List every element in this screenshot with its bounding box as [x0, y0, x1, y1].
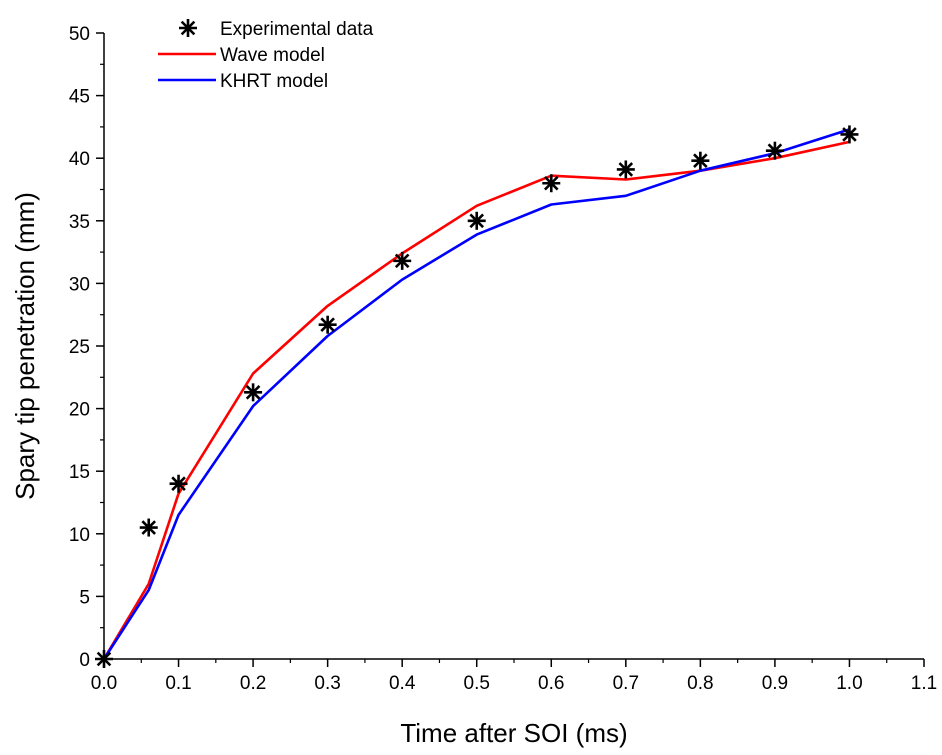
data-point [691, 151, 710, 170]
y-tick-label: 10 [69, 525, 90, 546]
asterisk-stroke [171, 476, 186, 492]
data-point [95, 650, 113, 668]
legend: Experimental data Wave model KHRT model [158, 19, 374, 92]
y-tick-label: 50 [69, 24, 90, 45]
series-layer [95, 125, 859, 668]
asterisk-stroke [141, 520, 157, 535]
data-point [318, 315, 337, 334]
x-tick-label: 0.1 [165, 673, 191, 694]
legend-item: Experimental data [179, 19, 374, 40]
legend-item: KHRT model [158, 71, 328, 92]
asterisk-stroke [543, 175, 559, 191]
data-point [244, 383, 263, 402]
x-tick-label: 0.6 [538, 673, 564, 694]
x-tick-label: 0.4 [389, 673, 416, 694]
y-tick-label: 45 [69, 87, 90, 108]
asterisk-stroke [394, 253, 410, 269]
x-tick-label: 0.2 [240, 673, 266, 694]
asterisk-stroke [245, 385, 261, 400]
data-point [616, 160, 635, 179]
y-tick-label: 35 [69, 212, 90, 233]
data-point [393, 251, 412, 270]
legend-label: KHRT model [220, 71, 328, 92]
x-axis-label: Time after SOI (ms) [400, 718, 627, 748]
asterisk-stroke [320, 317, 335, 332]
x-tick-label: 1.0 [836, 673, 862, 694]
y-tick-label: 40 [69, 149, 90, 170]
asterisk-stroke [842, 127, 857, 142]
asterisk-stroke [469, 213, 485, 229]
y-tick-label: 0 [79, 650, 90, 671]
x-tick-label: 0.5 [464, 673, 490, 694]
asterisk-stroke [618, 162, 634, 177]
series-line-khrt-model [102, 128, 850, 660]
data-point [840, 125, 859, 144]
legend-item: Wave model [158, 45, 325, 66]
asterisk-stroke [180, 20, 196, 36]
y-tick-label: 25 [69, 337, 90, 358]
x-tick-label: 0.7 [613, 673, 639, 694]
y-tick-label: 5 [79, 587, 90, 608]
y-tick-label: 20 [69, 400, 90, 421]
legend-label: Experimental data [220, 19, 374, 40]
asterisk-stroke [693, 153, 708, 168]
asterisk-stroke [767, 143, 783, 158]
y-axis-label: Spary tip penetration (mm) [10, 192, 40, 500]
legend-label: Wave model [220, 45, 325, 66]
x-tick-label: 0.8 [687, 673, 713, 694]
y-tick-label: 15 [69, 462, 90, 483]
y-tick-label: 30 [69, 274, 90, 295]
x-tick-label: 1.1 [911, 673, 937, 694]
x-tick-label: 0.3 [314, 673, 340, 694]
legend-marker [179, 19, 197, 37]
data-point [139, 518, 158, 537]
x-tick-label: 0.0 [91, 673, 117, 694]
x-tick-label: 0.9 [762, 673, 788, 694]
axes: 0.0 0.1 0.2 0.3 0.4 0.5 0.6 0.7 0.8 0.9 1.0 1.1 0 5 10… [69, 24, 937, 694]
asterisk-stroke [96, 651, 112, 667]
data-point [169, 474, 188, 493]
data-point [467, 211, 486, 230]
data-point [542, 174, 561, 193]
data-point [765, 141, 784, 160]
